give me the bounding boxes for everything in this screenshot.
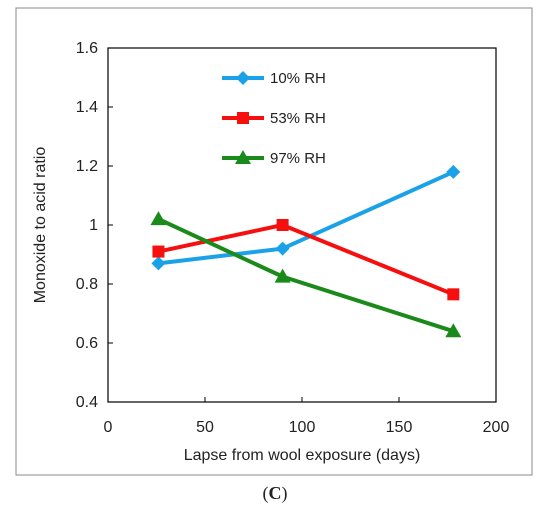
- y-tick-label: 0.8: [76, 276, 98, 293]
- legend-marker-10-rh: [236, 71, 250, 85]
- series-layer: [150, 164, 462, 338]
- data-point-10-rh: [151, 256, 166, 271]
- caption-open: (: [263, 483, 269, 504]
- data-point-10-rh: [275, 241, 290, 256]
- x-axis-ticks: 0 50 100 150 200: [104, 397, 510, 436]
- data-point-97-rh: [445, 323, 462, 338]
- data-point-53-rh: [276, 219, 289, 231]
- y-tick-label: 0.6: [76, 335, 98, 352]
- series-97-rh: [150, 211, 462, 338]
- legend-item-10-rh: 10% RH: [222, 70, 326, 87]
- x-tick-label: 200: [483, 419, 510, 436]
- legend: 10% RH 53% RH 97% RH: [222, 70, 326, 167]
- data-point-97-rh: [274, 268, 291, 283]
- caption-letter: C: [269, 483, 282, 503]
- x-tick-label: 100: [289, 419, 316, 436]
- x-tick-label: 150: [386, 419, 413, 436]
- data-point-53-rh: [152, 245, 165, 258]
- legend-label: 97% RH: [270, 150, 326, 167]
- y-tick-label: 1.2: [76, 158, 98, 175]
- data-point-10-rh: [446, 164, 461, 179]
- x-tick-label: 50: [196, 419, 214, 436]
- legend-label: 53% RH: [270, 110, 326, 127]
- legend-item-53-rh: 53% RH: [222, 110, 326, 127]
- y-axis-ticks: 0.4 0.6 0.8 1 1.2 1.4 1.6: [76, 40, 113, 411]
- legend-item-97-rh: 97% RH: [222, 150, 326, 167]
- y-tick-label: 1.6: [76, 40, 98, 57]
- data-point-53-rh: [447, 288, 460, 301]
- x-axis-label: Lapse from wool exposure (days): [184, 447, 421, 464]
- y-axis-label: Monoxide to acid ratio: [32, 147, 49, 304]
- legend-marker-53-rh: [237, 112, 249, 124]
- y-tick-label: 1: [89, 217, 98, 234]
- y-tick-label: 0.4: [76, 394, 98, 411]
- legend-label: 10% RH: [270, 70, 326, 87]
- x-tick-label: 0: [104, 419, 113, 436]
- legend-marker-97-rh: [235, 150, 251, 164]
- panel-caption: (C): [263, 483, 288, 504]
- y-tick-label: 1.4: [76, 99, 98, 116]
- series-10-rh: [151, 164, 461, 271]
- series-53-rh: [152, 219, 460, 301]
- data-point-97-rh: [150, 211, 167, 226]
- caption-close: ): [282, 483, 288, 504]
